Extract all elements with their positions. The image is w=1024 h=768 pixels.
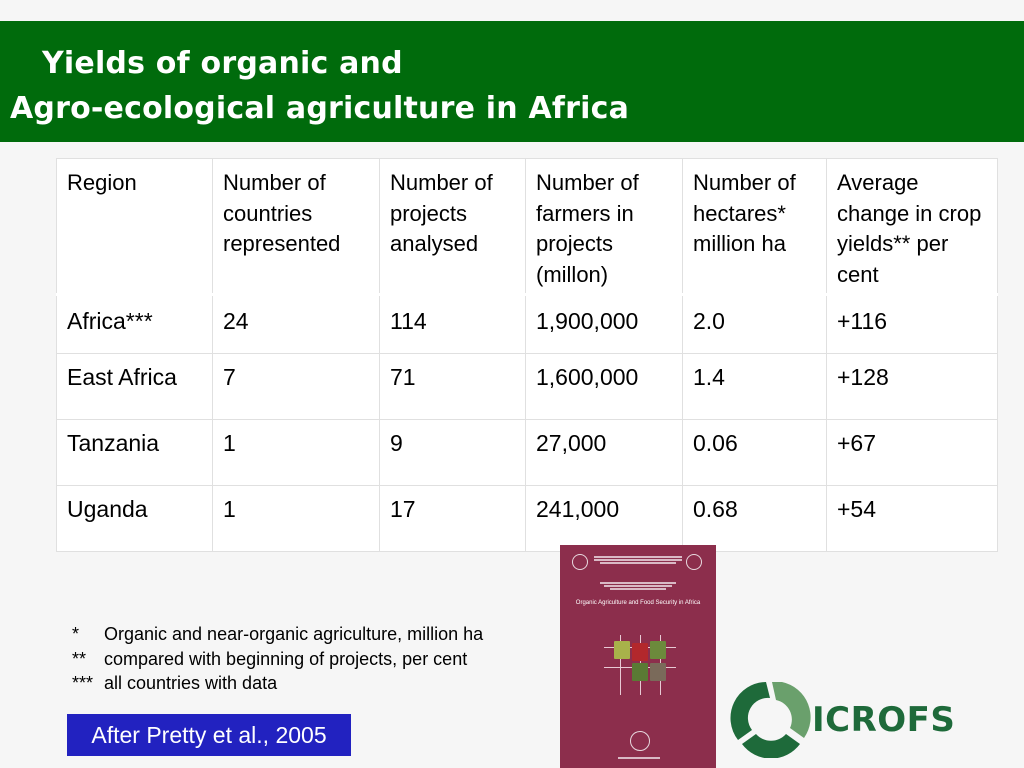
footnote-text: all countries with data (104, 673, 278, 693)
cell-farmers: 1,600,000 (525, 353, 683, 420)
book-photo (650, 641, 666, 659)
unep-emblem-icon (686, 554, 702, 570)
book-photo (632, 643, 648, 661)
citation-text: After Pretty et al., 2005 (91, 721, 327, 748)
table-row: East Africa 7 71 1,600,000 1.4 +128 (56, 353, 998, 420)
un-emblem-icon (630, 731, 650, 751)
footnote: * Organic and near-organic agriculture, … (72, 622, 483, 647)
citation-box: After Pretty et al., 2005 (67, 714, 351, 756)
footnote-text: Organic and near-organic agriculture, mi… (104, 624, 484, 644)
book-header-lines (594, 555, 682, 565)
cell-yield-change: +116 (826, 294, 998, 354)
header-yield-change: Average change in crop yields** per cent (826, 158, 998, 296)
book-title: Organic Agriculture and Food Security in… (575, 600, 701, 606)
slide-title-line2: Agro-ecological agriculture in Africa (10, 91, 630, 126)
cell-projects: 114 (379, 294, 526, 354)
cell-hectares: 1.4 (682, 353, 827, 420)
table-row: Tanzania 1 9 27,000 0.06 +67 (56, 419, 998, 486)
book-subheader-lines (600, 581, 676, 591)
footnote-mark: *** (72, 673, 94, 693)
header-hectares: Number of hectares* million ha (682, 158, 827, 296)
footnote: ** compared with beginning of projects, … (72, 647, 483, 672)
table-header-row: Region Number of countries represented N… (56, 158, 998, 296)
yields-table: Region Number of countries represented N… (56, 158, 998, 552)
book-footer-line (618, 757, 660, 759)
cell-projects: 17 (379, 485, 526, 552)
cell-farmers: 241,000 (525, 485, 683, 552)
cell-region: East Africa (56, 353, 213, 420)
cell-region: Uganda (56, 485, 213, 552)
book-photo (632, 663, 648, 681)
header-farmers: Number of farmers in projects (millon) (525, 158, 683, 296)
cell-projects: 9 (379, 419, 526, 486)
cell-farmers: 1,900,000 (525, 294, 683, 354)
cell-hectares: 2.0 (682, 294, 827, 354)
footnote-mark: * (72, 624, 80, 644)
header-projects: Number of projects analysed (379, 158, 526, 296)
cell-hectares: 0.68 (682, 485, 827, 552)
book-photo-grid (612, 641, 666, 681)
table-row: Uganda 1 17 241,000 0.68 +54 (56, 485, 998, 552)
cell-countries: 1 (212, 419, 380, 486)
footnote-mark: ** (72, 648, 87, 669)
book-grid-line (620, 635, 621, 695)
footnote-text: compared with beginning of projects, per… (104, 648, 468, 669)
header-region: Region (56, 158, 213, 296)
cell-yield-change: +54 (826, 485, 998, 552)
cell-yield-change: +128 (826, 353, 998, 420)
title-banner: Yields of organic and Agro-ecological ag… (0, 21, 1024, 142)
icrofs-logo (726, 678, 946, 759)
cell-region: Africa*** (56, 294, 213, 354)
slide-title-line1: Yields of organic and (42, 46, 403, 81)
table-row: Africa*** 24 114 1,900,000 2.0 +116 (56, 294, 998, 354)
footnote: *** all countries with data (72, 671, 483, 696)
cell-hectares: 0.06 (682, 419, 827, 486)
header-countries: Number of countries represented (212, 158, 380, 296)
cell-projects: 71 (379, 353, 526, 420)
footnotes: * Organic and near-organic agriculture, … (72, 622, 483, 696)
cell-yield-change: +67 (826, 419, 998, 486)
icrofs-logo-icon (730, 682, 811, 759)
cell-farmers: 27,000 (525, 419, 683, 486)
book-photo (614, 641, 630, 659)
un-emblem-icon (572, 554, 588, 570)
cell-countries: 7 (212, 353, 380, 420)
cell-countries: 1 (212, 485, 380, 552)
cell-countries: 24 (212, 294, 380, 354)
book-cover-image: Organic Agriculture and Food Security in… (560, 545, 716, 768)
cell-region: Tanzania (56, 419, 213, 486)
book-photo (650, 663, 666, 681)
icrofs-logo-text: ICROFS (812, 700, 956, 740)
